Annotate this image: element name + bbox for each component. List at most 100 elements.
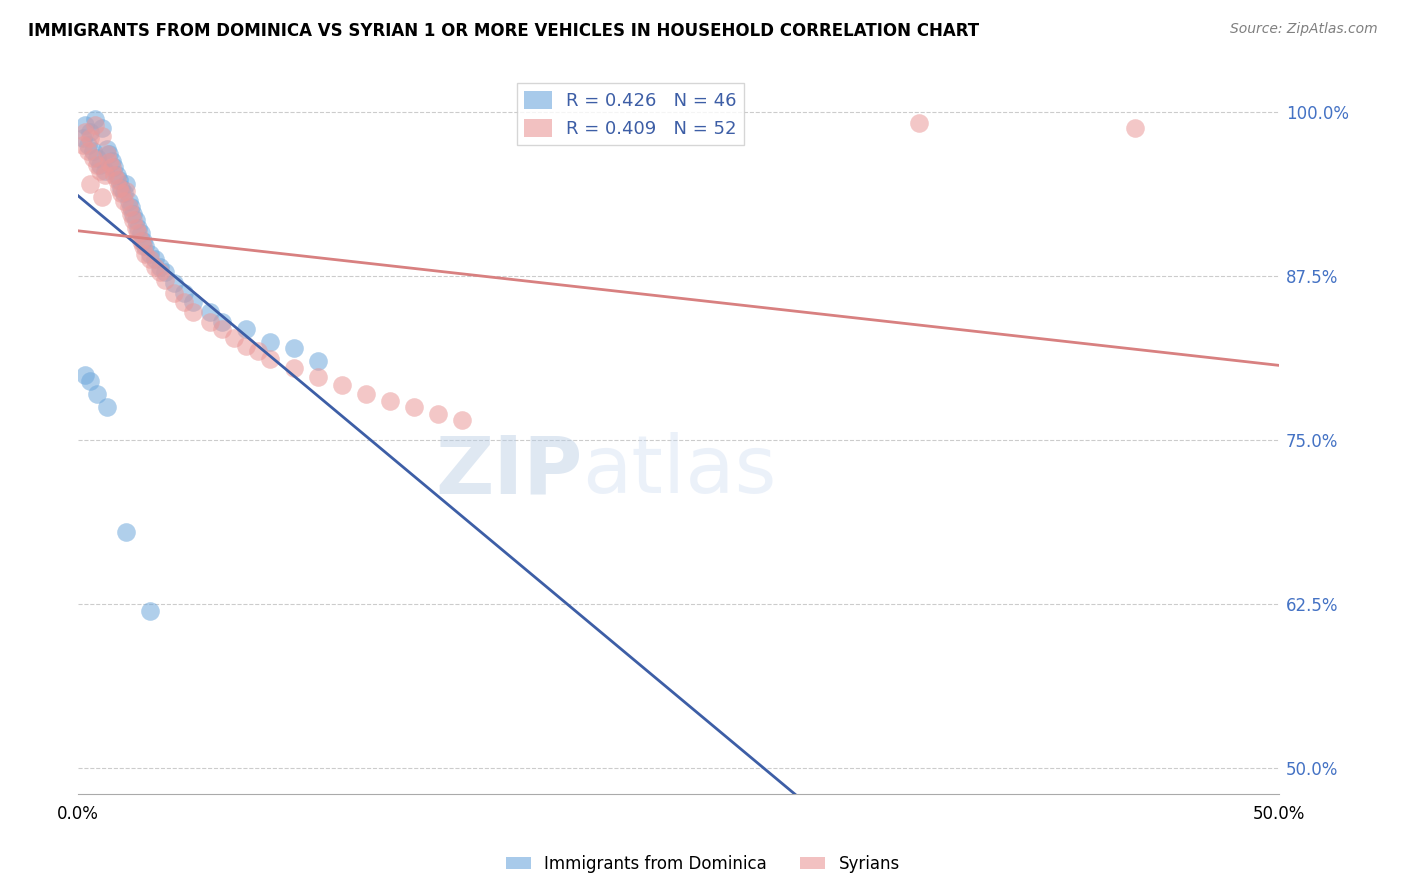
Point — [139, 604, 162, 618]
Point — [86, 151, 108, 165]
Point — [110, 186, 132, 201]
Point — [108, 181, 131, 195]
Point — [98, 155, 121, 169]
Point — [100, 160, 122, 174]
Point — [89, 157, 111, 171]
Point — [149, 265, 172, 279]
Point — [72, 137, 94, 152]
Point — [72, 131, 94, 145]
Point — [132, 239, 155, 253]
Point — [139, 247, 162, 261]
Text: IMMIGRANTS FROM DOMINICA VS SYRIAN 1 OR MORE VEHICLES IN HOUSEHOLD CORRELATION C: IMMIGRANTS FROM DOMINICA VS SYRIAN 1 OR … — [28, 22, 979, 40]
Point — [224, 331, 246, 345]
Point — [75, 125, 97, 139]
Point — [115, 184, 138, 198]
Point — [82, 145, 104, 159]
Text: Source: ZipAtlas.com: Source: ZipAtlas.com — [1230, 22, 1378, 37]
Point — [307, 370, 329, 384]
Point — [120, 200, 142, 214]
Point — [211, 315, 233, 329]
Point — [86, 157, 108, 171]
Point — [235, 321, 257, 335]
Point — [117, 200, 139, 214]
Point — [105, 173, 128, 187]
Point — [127, 220, 149, 235]
Point — [125, 212, 148, 227]
Point — [108, 173, 131, 187]
Point — [183, 295, 205, 310]
Legend: R = 0.426   N = 46, R = 0.409   N = 52: R = 0.426 N = 46, R = 0.409 N = 52 — [517, 83, 744, 145]
Point — [163, 286, 186, 301]
Point — [211, 321, 233, 335]
Point — [103, 168, 125, 182]
Point — [153, 273, 176, 287]
Point — [79, 178, 101, 192]
Point — [139, 252, 162, 266]
Point — [235, 338, 257, 352]
Point — [122, 207, 145, 221]
Point — [173, 286, 195, 301]
Point — [134, 239, 156, 253]
Point — [112, 186, 135, 201]
Point — [115, 178, 138, 192]
Point — [75, 368, 97, 382]
Point — [283, 341, 305, 355]
Point — [149, 260, 172, 274]
Point — [129, 226, 152, 240]
Point — [96, 142, 118, 156]
Point — [79, 131, 101, 145]
Point — [200, 304, 222, 318]
Point — [122, 212, 145, 227]
Point — [93, 168, 115, 182]
Point — [143, 260, 166, 274]
Text: atlas: atlas — [582, 432, 776, 510]
Point — [183, 304, 205, 318]
Point — [143, 252, 166, 266]
Point — [132, 234, 155, 248]
Point — [404, 401, 426, 415]
Point — [75, 118, 97, 132]
Point — [76, 137, 98, 152]
Point — [103, 160, 125, 174]
Point — [100, 153, 122, 168]
Point — [76, 145, 98, 159]
Point — [427, 407, 450, 421]
Point — [380, 393, 402, 408]
Point — [307, 354, 329, 368]
Point — [1123, 120, 1146, 135]
Point — [907, 115, 929, 129]
Point — [84, 118, 107, 132]
Point — [89, 164, 111, 178]
Point — [79, 374, 101, 388]
Legend: Immigrants from Dominica, Syrians: Immigrants from Dominica, Syrians — [499, 848, 907, 880]
Point — [330, 378, 353, 392]
Point — [117, 194, 139, 209]
Point — [127, 226, 149, 240]
Point — [84, 112, 107, 126]
Point — [134, 247, 156, 261]
Point — [200, 315, 222, 329]
Point — [96, 401, 118, 415]
Point — [120, 207, 142, 221]
Point — [129, 234, 152, 248]
Point — [91, 120, 114, 135]
Point — [283, 360, 305, 375]
Point — [115, 524, 138, 539]
Point — [79, 125, 101, 139]
Point — [82, 151, 104, 165]
Point — [110, 181, 132, 195]
Point — [91, 190, 114, 204]
Point — [173, 295, 195, 310]
Point — [259, 351, 281, 366]
Point — [112, 194, 135, 209]
Point — [451, 413, 474, 427]
Text: ZIP: ZIP — [436, 432, 582, 510]
Point — [153, 265, 176, 279]
Point — [125, 220, 148, 235]
Point — [356, 387, 378, 401]
Point — [259, 334, 281, 349]
Point — [86, 387, 108, 401]
Point — [98, 147, 121, 161]
Point — [163, 276, 186, 290]
Point — [247, 343, 270, 358]
